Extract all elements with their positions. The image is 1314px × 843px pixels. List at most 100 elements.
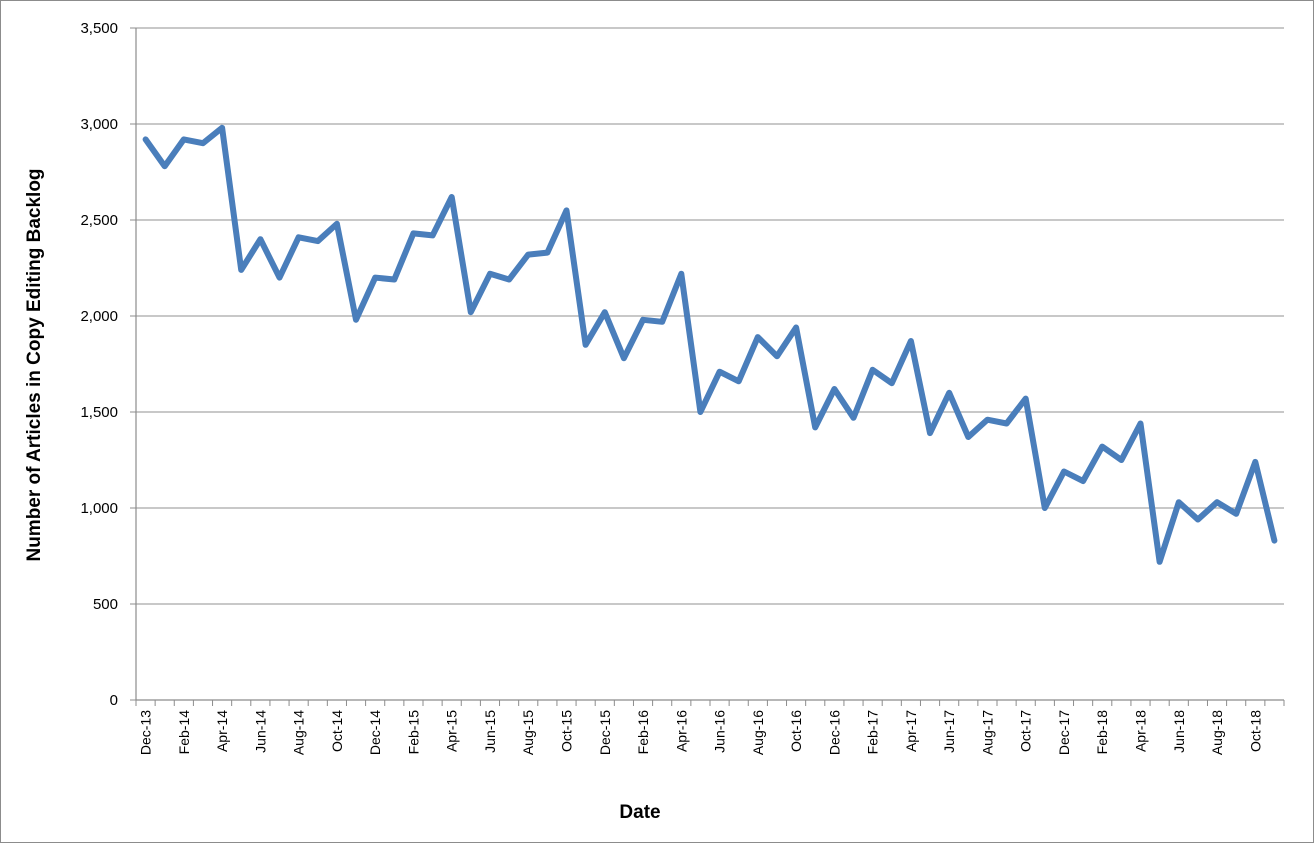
x-tick-label: Apr-18	[1133, 710, 1149, 752]
data-point	[1140, 423, 1141, 424]
x-tick-label: Aug-18	[1209, 710, 1225, 755]
x-tick-label: Aug-16	[750, 710, 766, 755]
data-point	[374, 277, 376, 279]
data-point	[1254, 461, 1256, 463]
x-tick-label: Apr-17	[903, 710, 919, 752]
y-tick-label: 1,500	[80, 404, 118, 421]
data-point	[872, 369, 874, 371]
data-point	[451, 196, 453, 198]
data-point	[1235, 513, 1237, 515]
x-axis: Dec-13 Feb-14 Apr-14 Jun-14 Aug-14 Oct-14 Dec-…	[135, 699, 1285, 755]
data-point	[1159, 561, 1161, 563]
x-tick-label: Aug-17	[979, 710, 995, 755]
data-point	[929, 432, 931, 434]
x-tick-label: Dec-15	[597, 710, 613, 755]
data-point	[336, 223, 338, 225]
x-tick-label: Dec-13	[138, 710, 154, 755]
data-point	[355, 319, 357, 321]
y-tick-label: 3,500	[80, 20, 118, 37]
data-point	[891, 382, 893, 384]
data-point	[833, 388, 835, 390]
y-tick-label: 2,000	[80, 308, 118, 325]
x-tick-label: Aug-14	[291, 710, 307, 755]
x-tick-label: Oct-17	[1018, 710, 1034, 752]
data-point	[642, 319, 644, 321]
y-tick-label: 0	[110, 692, 118, 709]
data-point	[680, 273, 682, 275]
data-point	[948, 392, 950, 394]
x-tick-label: Oct-14	[329, 710, 345, 752]
x-tick-label: Jun-14	[252, 710, 268, 753]
data-point	[699, 411, 701, 413]
data-point	[566, 209, 567, 211]
data-point	[585, 344, 587, 346]
data-point	[1197, 519, 1199, 520]
data-point	[470, 311, 472, 313]
y-tick-label: 3,000	[80, 116, 118, 133]
x-tick-label: Feb-18	[1094, 710, 1110, 755]
data-point	[1120, 459, 1122, 461]
x-tick-label: Dec-14	[367, 710, 383, 755]
y-axis: 0 500 1,000 1,500 2,000 2,500 3,000 3,500	[80, 20, 137, 709]
data-point	[795, 327, 797, 328]
data-point	[604, 311, 606, 313]
data-point	[967, 436, 969, 438]
data-point	[1178, 501, 1180, 503]
data-point	[527, 254, 529, 256]
data-point	[489, 273, 491, 275]
data-point	[623, 357, 625, 359]
data-point	[776, 355, 778, 357]
x-tick-label: Feb-15	[405, 710, 421, 755]
data-point	[279, 277, 280, 279]
series-line	[142, 124, 1278, 565]
data-point	[1101, 446, 1103, 448]
data-point	[164, 165, 166, 167]
data-point	[317, 240, 319, 242]
x-tick-label: Feb-14	[176, 710, 192, 755]
data-point	[1273, 540, 1275, 542]
data-point	[1216, 501, 1218, 503]
data-point	[183, 138, 185, 140]
data-point	[1025, 398, 1027, 400]
x-tick-label: Jun-18	[1171, 710, 1187, 753]
data-point	[738, 380, 740, 382]
series-layer	[142, 124, 1278, 565]
data-point	[986, 419, 988, 421]
data-point	[508, 279, 510, 280]
x-tick-label: Apr-14	[214, 710, 230, 752]
x-tick-label: Feb-17	[865, 710, 881, 755]
data-point	[1044, 507, 1046, 509]
y-tick-label: 500	[93, 596, 118, 613]
x-tick-label: Aug-15	[520, 710, 536, 755]
data-point	[240, 269, 242, 271]
data-point	[546, 252, 548, 254]
data-point	[145, 138, 147, 140]
data-point	[1006, 423, 1008, 424]
data-point	[432, 234, 434, 236]
data-point	[412, 232, 414, 234]
x-tick-label: Jun-16	[712, 710, 728, 753]
x-tick-label: Jun-15	[482, 710, 498, 753]
y-axis-title: Number of Articles in Copy Editing Backl…	[24, 168, 45, 561]
data-point	[910, 340, 912, 342]
x-axis-title: Date	[619, 802, 660, 823]
x-tick-label: Dec-16	[826, 710, 842, 755]
data-point	[661, 321, 663, 323]
data-point	[221, 127, 223, 129]
x-tick-label: Apr-16	[673, 710, 689, 752]
x-tick-label: Apr-15	[444, 710, 460, 752]
x-tick-label: Oct-16	[788, 710, 804, 752]
gridlines	[136, 27, 1284, 605]
y-tick-label: 2,500	[80, 212, 118, 229]
x-tick-label: Oct-15	[559, 710, 575, 752]
data-point	[1082, 480, 1084, 482]
x-tick-label: Dec-17	[1056, 710, 1072, 755]
data-point	[814, 426, 816, 428]
data-point	[1063, 471, 1065, 472]
data-point	[298, 236, 300, 238]
data-point	[393, 279, 395, 280]
data-point	[719, 371, 721, 373]
data-point	[757, 336, 759, 338]
